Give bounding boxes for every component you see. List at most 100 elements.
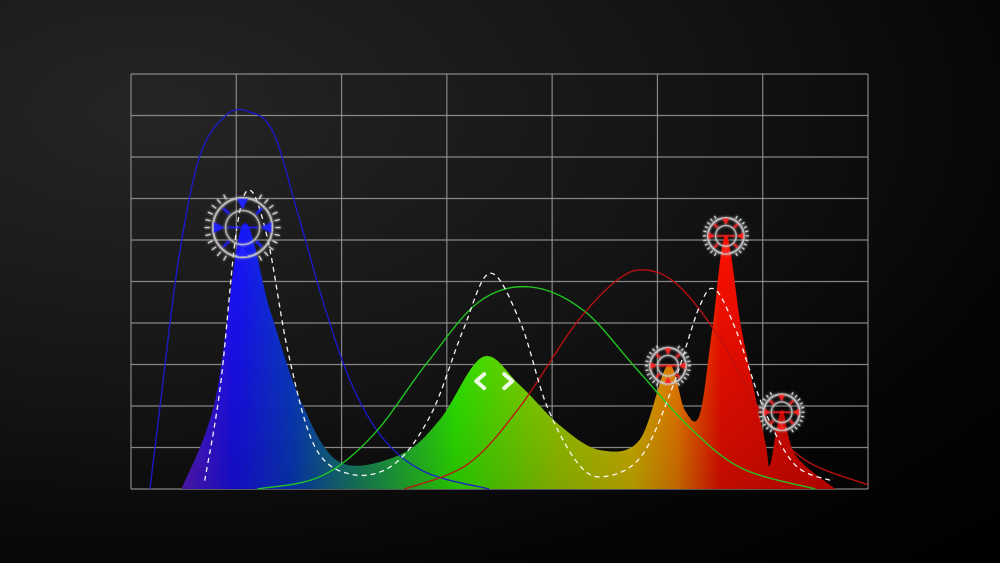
- reticle-tick: [706, 221, 711, 225]
- reticle-tick: [713, 252, 717, 257]
- reticle-tick: [645, 369, 649, 372]
- reticle-tick: [655, 345, 659, 349]
- series-curve-1: [257, 285, 816, 490]
- reticle-tick: [268, 246, 274, 251]
- reticle-tick: [655, 382, 659, 386]
- reticle-tick: [685, 355, 690, 359]
- reticle-diagonal: [788, 419, 795, 425]
- reticle-pointer: [736, 232, 744, 240]
- reticle-tick: [272, 240, 278, 244]
- reticle-pointer: [778, 394, 785, 402]
- reticle-tick: [274, 219, 280, 222]
- reticle-tick: [794, 394, 798, 398]
- reticle-diagonal: [255, 207, 263, 215]
- reticle-tick: [743, 225, 748, 229]
- reticle-pointer: [213, 222, 225, 233]
- reticle-tick: [703, 230, 707, 233]
- reticle-tick: [216, 198, 222, 204]
- reticle-tick: [205, 219, 211, 222]
- reticle-tick: [765, 426, 769, 430]
- reticle-tick: [800, 406, 805, 409]
- reticle-tick: [648, 351, 653, 355]
- reticle-diagonal: [788, 399, 795, 405]
- reticle-tick: [263, 198, 269, 204]
- reticle-tick: [680, 380, 684, 384]
- reticle-tick: [769, 429, 773, 433]
- reticle-tick: [735, 252, 738, 257]
- reticle-tick: [703, 239, 707, 242]
- reticle-pointer: [792, 409, 800, 416]
- reticle-tick: [704, 225, 709, 229]
- reticle-tick: [769, 391, 773, 396]
- reticle-diagonal: [675, 372, 681, 379]
- reticle-icon-small-red-peak: [758, 391, 805, 433]
- reticle-pointer: [260, 222, 272, 233]
- reticle-tick: [760, 402, 764, 405]
- reticle-icon-blue-peak: [204, 194, 281, 261]
- reticle-pointer: [237, 198, 248, 210]
- reticle-tick: [745, 239, 749, 242]
- reticle-pointer: [764, 409, 771, 416]
- reticle-tick: [713, 215, 717, 220]
- reticle-ring-inner: [714, 224, 737, 247]
- reticle-tick: [738, 250, 742, 254]
- series-curve-0: [149, 108, 490, 490]
- reticle-diagonal: [733, 243, 739, 249]
- reticle-tick: [762, 398, 767, 402]
- reticle-diagonal: [222, 240, 231, 248]
- reticle-pointer: [778, 423, 785, 430]
- reticle-tick: [274, 233, 280, 237]
- reticle-tick: [268, 204, 274, 209]
- reticle-tick: [258, 255, 263, 261]
- reticle-tick: [677, 382, 681, 386]
- reticle-tick: [794, 426, 798, 430]
- reticle-diagonal: [713, 243, 719, 249]
- reticle-tick: [790, 391, 794, 396]
- reticle-tick: [652, 380, 656, 384]
- reticle-tick: [797, 398, 801, 402]
- reticle-tick: [683, 351, 687, 355]
- reticle-tick: [677, 345, 681, 349]
- reticle-tick: [799, 402, 803, 405]
- reticle-tick: [687, 369, 691, 372]
- reticle-diagonal: [655, 372, 661, 379]
- reticle-pointer: [237, 245, 248, 257]
- reticle-tick: [706, 246, 711, 250]
- reticle-diagonal: [255, 240, 263, 248]
- reticle-pointer: [722, 246, 730, 254]
- reticle-tick: [745, 230, 749, 233]
- reticle-tick: [646, 373, 651, 376]
- reticle-pointer: [664, 348, 672, 355]
- reticle-tick: [652, 348, 656, 352]
- chevron-left-icon: [474, 372, 487, 391]
- reticle-ring-outer: [649, 346, 687, 385]
- reticle-tick: [646, 355, 651, 359]
- reticle-ring-inner: [656, 354, 680, 377]
- dashed-curve: [204, 189, 832, 482]
- left-right-chevrons-icon: [474, 372, 515, 391]
- reticle-tick: [680, 348, 684, 352]
- reticle-ring-outer: [762, 393, 801, 432]
- reticle-icon-orange-peak: [644, 345, 691, 386]
- reticle-tick: [263, 251, 269, 257]
- reticle-tick: [738, 218, 742, 222]
- chevron-right-icon: [502, 372, 515, 391]
- reticle-tick: [797, 423, 801, 427]
- reticle-tick: [685, 373, 690, 376]
- reticle-tick: [205, 233, 211, 237]
- reticle-tick: [704, 243, 709, 246]
- reticle-tick: [216, 251, 222, 257]
- reticle-ring-outer: [706, 216, 745, 255]
- reticle-tick: [800, 415, 805, 418]
- reticle-pointer: [722, 218, 730, 225]
- reticle-tick: [223, 194, 227, 200]
- reticle-tick: [272, 211, 278, 215]
- reticle-tick: [762, 423, 767, 427]
- reticle-diagonal: [655, 353, 661, 359]
- reticle-tick: [211, 246, 217, 251]
- reticle-tick: [648, 376, 653, 380]
- reticle-icon-red-peak: [702, 215, 749, 257]
- series-layer: [149, 108, 869, 490]
- reticle-ring-inner: [224, 209, 261, 246]
